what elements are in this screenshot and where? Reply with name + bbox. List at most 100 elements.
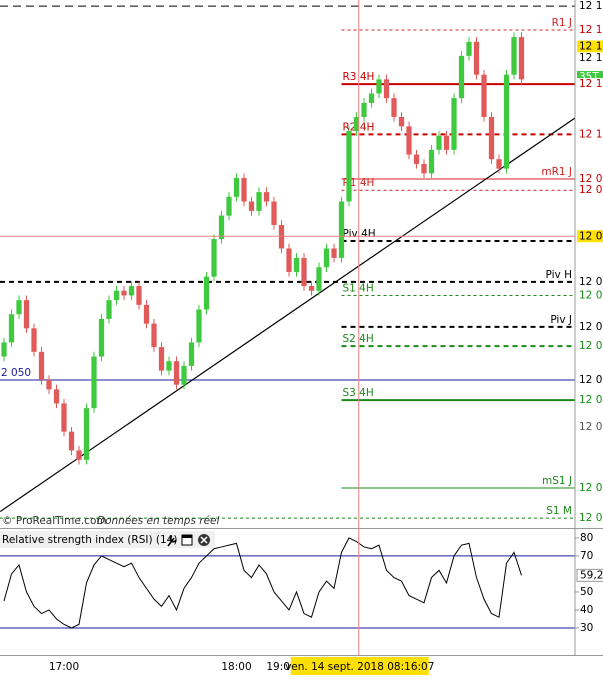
- price-tag: [577, 394, 603, 407]
- price-tag: [577, 289, 603, 302]
- price-tag: [577, 373, 603, 386]
- candle-body: [376, 79, 382, 94]
- candle-body: [143, 304, 150, 324]
- price-tag: [577, 24, 603, 37]
- price-tag-label: 12 05: [579, 340, 603, 352]
- rsi-plot: [0, 537, 575, 629]
- candle-body: [331, 248, 337, 258]
- candle-body: [226, 196, 232, 216]
- y-tick-label: 80: [580, 532, 593, 544]
- candle-body: [233, 178, 240, 197]
- x-tick-label: 18:00: [221, 661, 251, 673]
- candle-body: [458, 55, 465, 99]
- candle-body: [391, 98, 397, 117]
- price-tag: [577, 52, 603, 65]
- price-tag-label: 12 06: [579, 289, 603, 301]
- candle-body: [443, 135, 450, 150]
- candle-body: [256, 192, 262, 211]
- price-tag-label: 12 0: [579, 374, 602, 386]
- axes: 12 1312 1212 1212 1135T12 1112 1012 0912…: [49, 0, 603, 675]
- candle-body: [38, 351, 45, 380]
- price-tag: [577, 275, 603, 288]
- candle-body: [68, 431, 75, 451]
- candle-body: [323, 248, 330, 268]
- rsi-line: [3, 537, 522, 629]
- candle-body: [353, 116, 360, 132]
- pivot-label: S1 4H: [343, 282, 374, 294]
- candle-body: [151, 323, 157, 348]
- price-tag-label: 12 07: [579, 276, 603, 288]
- candle-body: [1, 342, 7, 357]
- candle-body: [466, 41, 472, 56]
- candle-body: [263, 192, 270, 202]
- close-icon-cross: [200, 536, 208, 544]
- candle-body: [383, 79, 390, 99]
- price-tag-label: 12 10: [579, 128, 603, 140]
- price-tag-label: 12 02: [579, 482, 603, 494]
- pivot-label: Piv J: [550, 314, 572, 326]
- candle-body: [166, 361, 172, 371]
- pivot-label: S3 4H: [343, 387, 374, 399]
- y-tick-label: 30: [580, 622, 593, 634]
- candle-body: [76, 450, 82, 460]
- y-tick-label: 50: [580, 586, 593, 598]
- price-tag-label: 12 09: [579, 173, 603, 185]
- rsi-title: Relative strength index (RSI) (14): [2, 534, 177, 546]
- pivot-label: 2 050: [1, 367, 31, 379]
- y-tick-label: 59,22: [580, 569, 603, 581]
- candle-body: [301, 257, 307, 287]
- candle-body: [121, 290, 127, 296]
- candle-body: [271, 201, 277, 225]
- price-tag-label: 12 04: [579, 421, 603, 433]
- candle-body: [128, 286, 135, 296]
- trendline: [0, 117, 575, 512]
- candle-body: [518, 37, 525, 80]
- y-tick-label: 70: [580, 550, 593, 562]
- rsi-header: [0, 531, 215, 548]
- price-tag-label: 12 11: [579, 78, 603, 90]
- candle-body: [398, 116, 405, 127]
- candle-body: [188, 342, 195, 366]
- pivot-label: R1 J: [552, 17, 572, 29]
- price-tag: [577, 320, 603, 333]
- candle-body: [241, 178, 247, 202]
- candle-body: [173, 361, 180, 385]
- price-tag: [577, 420, 603, 433]
- candle-body: [91, 356, 97, 409]
- candle-body: [496, 159, 502, 169]
- window-icon-bar: [182, 535, 192, 538]
- price-tag: [577, 40, 603, 53]
- candle-body: [308, 286, 315, 291]
- price-tag: [577, 482, 603, 495]
- price-tag-label: 12 08: [579, 230, 603, 242]
- crosshair-tag: [290, 657, 429, 675]
- candle-body: [61, 403, 67, 432]
- price-tag-label: 12 08: [579, 184, 603, 196]
- price-tag: [577, 340, 603, 353]
- candle-body: [451, 98, 457, 150]
- candle-body: [248, 201, 255, 211]
- price-tag-label: 12 02: [579, 512, 603, 524]
- candle-body: [98, 318, 105, 357]
- pivot-label: mS1 J: [542, 475, 572, 487]
- candle-body: [428, 149, 435, 174]
- candle-body: [113, 290, 120, 301]
- candle-body: [293, 257, 300, 272]
- price-tag: [577, 0, 603, 13]
- settings-icon[interactable]: [167, 535, 177, 547]
- candle-body: [16, 300, 22, 315]
- candle-body: [338, 201, 345, 258]
- y-tick-label: 40: [580, 604, 593, 616]
- price-tag-label: 12 12: [579, 41, 603, 53]
- candle-body: [368, 93, 375, 103]
- candle-body: [436, 135, 442, 150]
- candle-body: [46, 379, 52, 390]
- pivot-label: Piv H: [546, 269, 572, 281]
- candle-body: [211, 239, 217, 277]
- candle-body: [106, 300, 112, 319]
- candle-body: [158, 347, 165, 371]
- price-tag: [577, 230, 603, 243]
